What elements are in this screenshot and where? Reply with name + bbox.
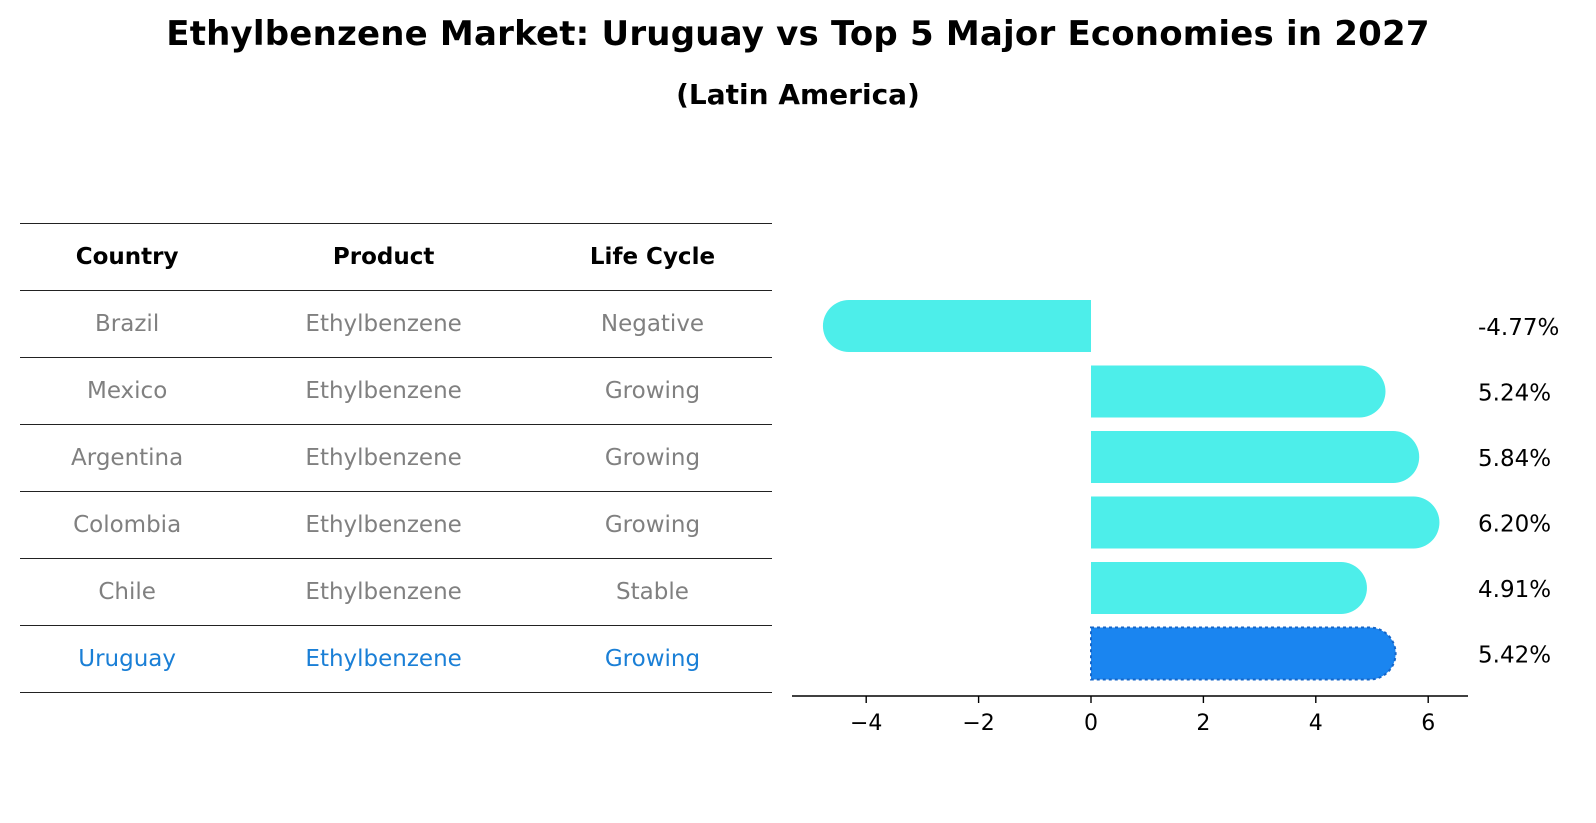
x-tick-label: 6: [1421, 711, 1435, 736]
cell-country: Colombia: [20, 491, 235, 559]
table-row: Brazil Ethylbenzene Negative: [20, 290, 772, 358]
cell-product: Ethylbenzene: [234, 424, 533, 492]
market-table: Country Product Life Cycle Brazil Ethylb…: [20, 223, 772, 693]
cell-product: Ethylbenzene: [234, 491, 533, 559]
x-tick-label: 4: [1309, 711, 1323, 736]
value-label: 5.24%: [1478, 381, 1551, 407]
cell-country: Argentina: [20, 424, 235, 492]
chart-subtitle: (Latin America): [676, 78, 920, 111]
bar: [1091, 431, 1420, 483]
table-row: Argentina Ethylbenzene Growing: [20, 424, 772, 492]
cell-product: Ethylbenzene: [234, 357, 533, 425]
table-row-highlight: Uruguay Ethylbenzene Growing: [20, 625, 772, 693]
cell-life-cycle: Growing: [532, 491, 772, 559]
value-label: 4.91%: [1478, 577, 1551, 603]
table-row: Colombia Ethylbenzene Growing: [20, 491, 772, 559]
table-row: Chile Ethylbenzene Stable: [20, 558, 772, 626]
cell-life-cycle: Negative: [532, 290, 772, 358]
header-country: Country: [20, 223, 235, 291]
cell-country: Mexico: [20, 357, 235, 425]
value-label: -4.77%: [1478, 315, 1559, 341]
bar: [822, 300, 1091, 352]
header-life-cycle: Life Cycle: [532, 223, 772, 291]
value-label: 5.42%: [1478, 643, 1551, 669]
x-tick-label: 0: [1084, 711, 1098, 736]
cell-product: Ethylbenzene: [234, 290, 533, 358]
bar: [1091, 562, 1367, 614]
bar-highlight: [1090, 626, 1397, 681]
table-row: Mexico Ethylbenzene Growing: [20, 357, 772, 425]
bar: [1091, 496, 1440, 549]
x-tick-label: −4: [850, 711, 882, 736]
table-header-row: Country Product Life Cycle: [20, 223, 772, 291]
cell-life-cycle: Stable: [532, 558, 772, 626]
header-product: Product: [234, 223, 533, 291]
cell-product: Ethylbenzene: [234, 558, 533, 626]
cell-life-cycle: Growing: [532, 424, 772, 492]
bar: [1091, 365, 1386, 418]
x-tick-label: −2: [962, 711, 994, 736]
cell-country: Brazil: [20, 290, 235, 358]
cell-country: Chile: [20, 558, 235, 626]
chart-title: Ethylbenzene Market: Uruguay vs Top 5 Ma…: [166, 14, 1430, 54]
cell-product: Ethylbenzene: [234, 625, 533, 693]
cell-life-cycle: Growing: [532, 625, 772, 693]
value-label: 5.84%: [1478, 446, 1551, 472]
x-tick-label: 2: [1196, 711, 1210, 736]
value-label: 6.20%: [1478, 512, 1551, 538]
cell-country: Uruguay: [20, 625, 235, 693]
